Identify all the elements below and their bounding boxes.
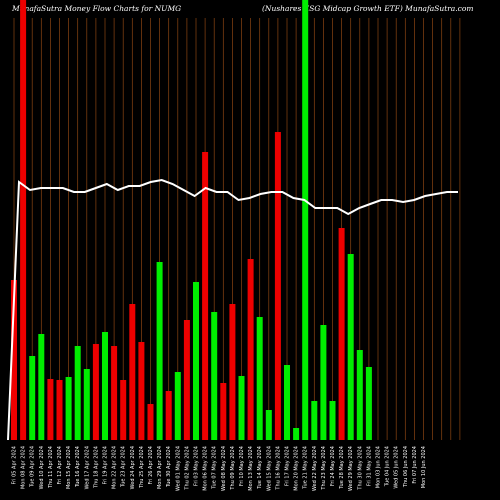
x-tick-label: Tue 16 Apr 2024 [75,446,81,488]
x-tick-label: Mon 20 May 2024 [294,446,300,491]
bar [274,132,281,440]
bar [284,365,290,440]
bar [302,0,309,440]
bar [183,320,190,440]
chart-title-left: MunafaSutra Money Flow Charts for NUMG [12,4,182,13]
x-tick-label: Fri 07 Jun 2024 [412,446,418,484]
x-tick-label: Tue 04 Jun 2024 [385,446,391,487]
bar [347,254,354,440]
x-tick-label: Thu 09 May 2024 [230,446,236,491]
bar [193,282,199,440]
bar [20,0,27,440]
x-tick-label: Wed 15 May 2024 [266,446,272,491]
x-axis-labels: Fri 05 Apr 2024 Mon 08 Apr 2024 Tue 09 Apr… [12,446,428,491]
bar [256,317,263,440]
x-tick-label: Tue 23 Apr 2024 [121,446,127,488]
bar [120,380,127,440]
x-tick-label: Tue 30 Apr 2024 [166,446,172,488]
chart-title-right: (Nushares ESG Midcap Growth ETF) MunafaS… [262,4,474,13]
bar [129,304,136,440]
bar [56,380,63,440]
grid-lines [13,18,461,440]
bar [211,312,218,440]
bar [220,383,227,440]
bar [329,401,336,440]
x-tick-label: Thu 02 May 2024 [184,446,190,491]
x-tick-label: Mon 06 May 2024 [203,446,209,491]
x-tick-label: Mon 10 Jun 2024 [421,446,427,488]
x-tick-label: Mon 15 Apr 2024 [66,446,72,489]
bar [356,350,363,440]
x-tick-label: Fri 24 May 2024 [330,446,336,486]
price-line-series [7,178,458,441]
x-tick-label: Tue 09 Apr 2024 [30,446,36,488]
x-tick-label: Wed 22 May 2024 [312,446,318,491]
x-tick-label: Mon 03 Jun 2024 [376,446,382,488]
bar [165,391,172,440]
bar [29,356,36,440]
bar [102,332,108,440]
bar [147,404,154,440]
x-tick-label: Fri 19 Apr 2024 [103,446,109,484]
bar-series [11,0,372,440]
bar [174,372,181,440]
x-tick-label: Wed 08 May 2024 [221,446,227,491]
bar [365,367,372,440]
bar [111,346,118,440]
bar [202,152,209,440]
x-tick-label: Fri 03 May 2024 [194,446,200,486]
bar [156,262,163,440]
x-tick-label: Tue 21 May 2024 [303,446,309,490]
x-tick-label: Wed 24 Apr 2024 [130,446,136,489]
x-tick-label: Tue 07 May 2024 [212,446,218,490]
x-tick-label: Thu 30 May 2024 [357,446,363,491]
bar [138,342,145,440]
x-tick-label: Thu 16 May 2024 [275,446,281,491]
x-tick-label: Wed 05 Jun 2024 [394,446,400,489]
bar [320,325,327,440]
bar [265,410,272,440]
bar [65,377,72,440]
bar [238,376,245,440]
x-tick-label: Thu 25 Apr 2024 [139,446,145,489]
x-tick-label: Thu 06 Jun 2024 [403,446,409,488]
bar [311,401,318,440]
bar [47,379,54,440]
x-tick-label: Mon 22 Apr 2024 [112,446,118,489]
bar [11,280,17,440]
bar [338,228,345,440]
x-tick-label: Tue 14 May 2024 [257,446,263,490]
x-tick-label: Fri 12 Apr 2024 [57,446,63,484]
x-tick-label: Wed 17 Apr 2024 [84,446,90,489]
x-tick-label: Wed 01 May 2024 [175,446,181,491]
x-tick-label: Thu 23 May 2024 [321,446,327,491]
x-tick-label: Fri 05 Apr 2024 [12,446,18,484]
x-tick-label: Fri 26 Apr 2024 [148,446,154,484]
bar [92,344,99,440]
x-tick-label: Fri 31 May 2024 [366,446,372,486]
bar [74,346,81,440]
price-line [7,178,458,441]
x-tick-label: Fri 10 May 2024 [239,446,245,486]
x-tick-label: Mon 13 May 2024 [248,446,254,491]
x-tick-label: Thu 18 Apr 2024 [93,446,99,489]
x-tick-label: Thu 11 Apr 2024 [48,446,54,489]
x-tick-label: Wed 29 May 2024 [348,446,354,491]
x-tick-label: Mon 29 Apr 2024 [157,446,163,489]
x-tick-label: Mon 08 Apr 2024 [21,446,27,489]
bar [38,334,45,440]
bar [83,369,90,440]
x-tick-label: Tue 28 May 2024 [339,446,345,490]
x-tick-label: Wed 10 Apr 2024 [39,446,45,489]
x-tick-label: Fri 17 May 2024 [285,446,291,486]
bar [293,428,300,440]
bar [229,304,236,440]
bar [247,259,254,440]
